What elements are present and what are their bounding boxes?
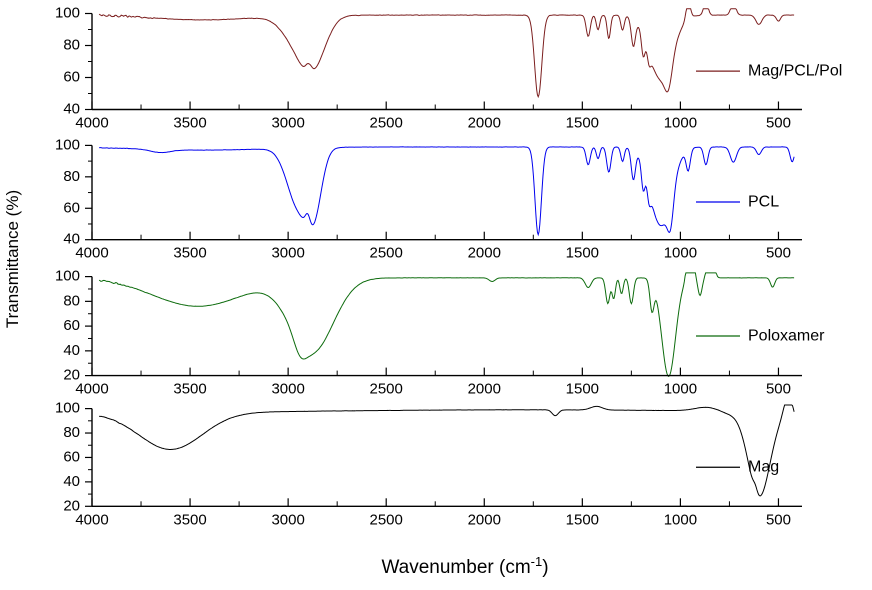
svg-text:100: 100 bbox=[55, 268, 80, 285]
svg-text:3500: 3500 bbox=[173, 115, 206, 132]
svg-text:3500: 3500 bbox=[173, 381, 206, 398]
svg-text:Mag/PCL/Pol: Mag/PCL/Pol bbox=[748, 63, 842, 80]
svg-text:1000: 1000 bbox=[664, 381, 697, 398]
svg-text:1500: 1500 bbox=[566, 511, 599, 528]
svg-text:500: 500 bbox=[766, 381, 791, 398]
svg-text:2000: 2000 bbox=[468, 511, 501, 528]
svg-text:Transmittance (%): Transmittance (%) bbox=[3, 190, 22, 328]
svg-text:80: 80 bbox=[63, 424, 80, 441]
svg-text:2000: 2000 bbox=[468, 115, 501, 132]
svg-text:1000: 1000 bbox=[664, 245, 697, 262]
svg-text:2000: 2000 bbox=[468, 381, 501, 398]
svg-text:2500: 2500 bbox=[370, 381, 403, 398]
svg-text:2500: 2500 bbox=[370, 245, 403, 262]
svg-text:60: 60 bbox=[63, 448, 80, 465]
svg-text:60: 60 bbox=[63, 199, 80, 216]
svg-text:1500: 1500 bbox=[566, 381, 599, 398]
svg-text:1000: 1000 bbox=[664, 115, 697, 132]
svg-text:2500: 2500 bbox=[370, 511, 403, 528]
svg-text:4000: 4000 bbox=[75, 381, 108, 398]
svg-text:100: 100 bbox=[55, 5, 80, 22]
svg-text:1500: 1500 bbox=[566, 115, 599, 132]
svg-text:500: 500 bbox=[766, 115, 791, 132]
svg-text:Wavenumber (cm-1): Wavenumber (cm-1) bbox=[381, 554, 548, 579]
svg-text:3500: 3500 bbox=[173, 245, 206, 262]
svg-text:3000: 3000 bbox=[271, 511, 304, 528]
svg-text:40: 40 bbox=[63, 473, 80, 490]
svg-text:1000: 1000 bbox=[664, 511, 697, 528]
svg-text:2500: 2500 bbox=[370, 115, 403, 132]
svg-text:4000: 4000 bbox=[75, 511, 108, 528]
svg-text:500: 500 bbox=[766, 511, 791, 528]
svg-text:80: 80 bbox=[63, 168, 80, 185]
svg-text:4000: 4000 bbox=[75, 245, 108, 262]
svg-text:3000: 3000 bbox=[271, 245, 304, 262]
svg-text:60: 60 bbox=[63, 69, 80, 86]
svg-text:100: 100 bbox=[55, 136, 80, 153]
svg-text:PCL: PCL bbox=[748, 193, 779, 210]
svg-text:2000: 2000 bbox=[468, 245, 501, 262]
svg-text:3500: 3500 bbox=[173, 511, 206, 528]
svg-text:40: 40 bbox=[63, 342, 80, 359]
svg-text:Mag: Mag bbox=[748, 459, 779, 476]
svg-text:100: 100 bbox=[55, 400, 80, 417]
svg-text:80: 80 bbox=[63, 37, 80, 54]
svg-text:80: 80 bbox=[63, 292, 80, 309]
svg-text:500: 500 bbox=[766, 245, 791, 262]
svg-text:Poloxamer: Poloxamer bbox=[748, 328, 825, 345]
svg-text:60: 60 bbox=[63, 317, 80, 334]
svg-text:4000: 4000 bbox=[75, 115, 108, 132]
svg-text:1500: 1500 bbox=[566, 245, 599, 262]
svg-text:3000: 3000 bbox=[271, 381, 304, 398]
svg-text:3000: 3000 bbox=[271, 115, 304, 132]
